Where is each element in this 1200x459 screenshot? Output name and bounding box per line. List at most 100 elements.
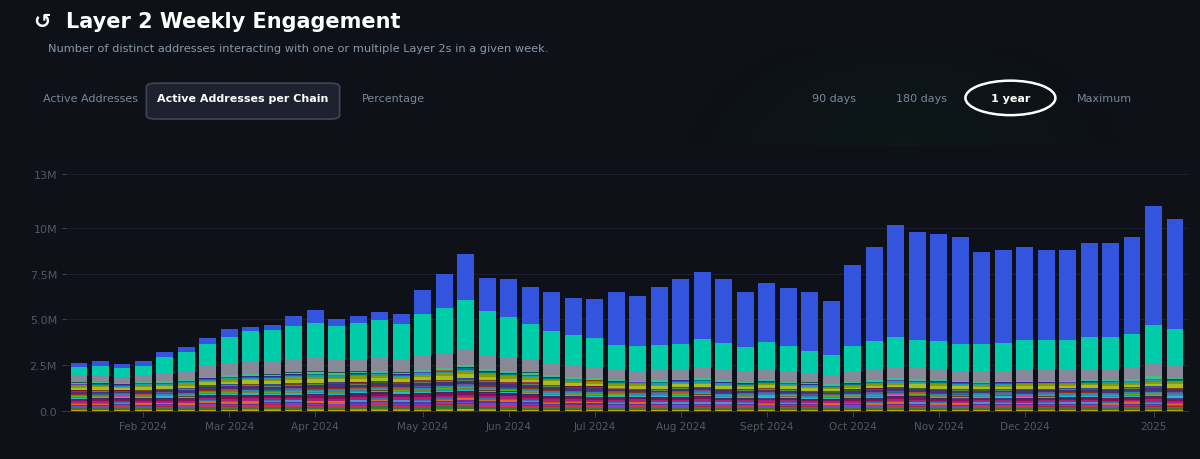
Bar [414, 400, 431, 401]
Bar [1145, 400, 1162, 402]
Bar [887, 408, 904, 410]
Bar [952, 405, 968, 406]
Bar [823, 387, 840, 388]
Bar [650, 397, 667, 398]
Bar [823, 302, 840, 355]
Bar [479, 405, 496, 407]
Bar [629, 400, 646, 402]
Bar [307, 391, 324, 392]
Bar [780, 397, 797, 398]
Bar [199, 344, 216, 367]
Bar [845, 410, 862, 411]
Bar [350, 387, 367, 388]
Bar [329, 384, 346, 385]
Bar [715, 393, 732, 394]
Bar [1123, 382, 1140, 383]
Bar [650, 394, 667, 395]
Bar [608, 396, 625, 397]
Bar [221, 386, 238, 389]
Bar [737, 382, 754, 383]
Bar [114, 368, 131, 377]
Bar [522, 389, 539, 390]
Bar [1166, 366, 1183, 378]
Bar [178, 352, 194, 371]
Bar [457, 381, 474, 384]
Bar [629, 404, 646, 405]
Bar [479, 311, 496, 355]
Bar [802, 401, 818, 403]
Bar [156, 389, 173, 390]
Bar [737, 292, 754, 347]
Bar [1016, 401, 1033, 403]
Bar [156, 405, 173, 406]
Bar [930, 399, 947, 401]
Bar [500, 405, 517, 407]
Bar [1145, 384, 1162, 386]
Bar [329, 394, 346, 395]
Bar [1081, 337, 1098, 369]
Bar [156, 401, 173, 403]
Bar [1145, 325, 1162, 364]
Bar [845, 388, 862, 390]
Bar [71, 385, 88, 386]
Bar [1016, 383, 1033, 384]
Bar [307, 394, 324, 396]
Bar [286, 400, 302, 401]
Bar [264, 381, 281, 384]
Bar [1038, 385, 1055, 386]
Bar [436, 353, 452, 368]
Bar [823, 405, 840, 406]
Bar [286, 380, 302, 383]
Bar [802, 396, 818, 397]
Bar [114, 392, 131, 393]
Bar [608, 346, 625, 370]
Bar [544, 405, 560, 406]
Bar [114, 403, 131, 404]
Bar [1123, 238, 1140, 334]
Bar [392, 397, 409, 400]
Bar [930, 396, 947, 397]
Bar [715, 280, 732, 343]
Bar [650, 386, 667, 389]
Bar [242, 378, 259, 379]
Bar [823, 401, 840, 403]
Bar [479, 402, 496, 403]
Bar [436, 372, 452, 374]
Bar [908, 381, 925, 382]
Bar [1103, 380, 1120, 381]
Bar [1081, 406, 1098, 408]
Bar [1123, 379, 1140, 381]
Bar [608, 382, 625, 383]
Bar [372, 402, 388, 404]
Bar [156, 373, 173, 381]
Bar [242, 377, 259, 378]
Bar [823, 355, 840, 376]
Bar [758, 394, 775, 395]
Bar [1081, 393, 1098, 395]
Bar [372, 394, 388, 396]
Bar [1038, 384, 1055, 385]
Bar [156, 399, 173, 401]
Bar [1103, 369, 1120, 380]
Bar [264, 410, 281, 411]
Bar [866, 408, 882, 410]
Bar [758, 370, 775, 380]
Bar [199, 410, 216, 411]
Bar [672, 369, 689, 379]
Bar [694, 397, 710, 399]
Bar [286, 398, 302, 400]
Bar [694, 407, 710, 408]
Bar [1081, 369, 1098, 380]
Bar [221, 399, 238, 401]
Bar [1016, 408, 1033, 410]
Bar [1060, 408, 1076, 410]
Bar [457, 386, 474, 387]
Bar [178, 401, 194, 403]
Bar [372, 407, 388, 409]
Bar [845, 265, 862, 346]
Bar [329, 388, 346, 389]
Bar [134, 395, 151, 396]
Bar [457, 397, 474, 398]
Bar [694, 387, 710, 388]
Bar [758, 388, 775, 389]
